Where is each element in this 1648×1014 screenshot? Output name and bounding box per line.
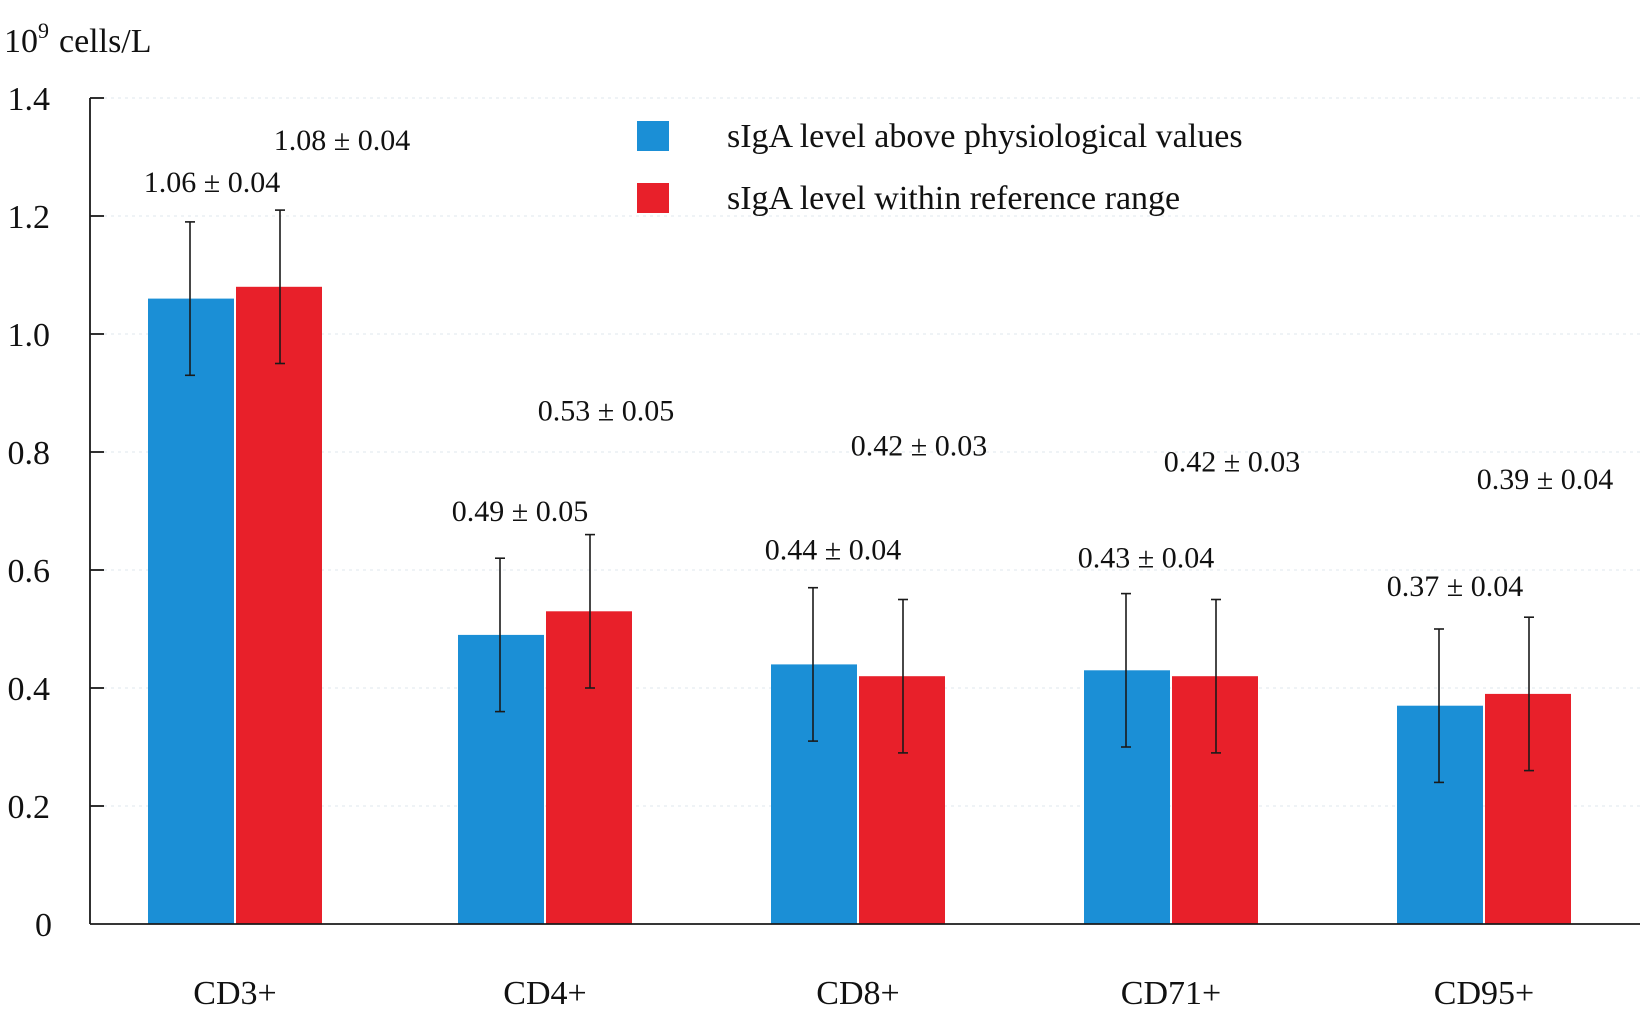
data-label: 0.43 ± 0.04 <box>1078 542 1214 575</box>
data-label: 0.42 ± 0.03 <box>851 430 987 463</box>
data-labels: 1.06 ± 0.04 0.49 ± 0.05 0.44 ± 0.04 0.43 ± … <box>144 124 1613 603</box>
bar-cd3plus-series-2 <box>236 286 322 924</box>
data-label: 1.06 ± 0.04 <box>144 166 280 199</box>
y-unit-text: cells/L <box>59 23 152 60</box>
x-category-label: CD4+ <box>503 975 586 1012</box>
legend-label-above: sIgA level above physiological values <box>727 118 1243 155</box>
data-label: 0.44 ± 0.04 <box>765 534 901 567</box>
legend-label-within: sIgA level within reference range <box>727 180 1180 217</box>
y-unit-exponent: 9 <box>38 18 49 43</box>
bar-cd3plus-series-1 <box>148 298 234 925</box>
x-axis-labels: CD3+ CD4+ CD8+ CD71+ CD95+ <box>193 975 1534 1012</box>
bar-cd8plus-series-2 <box>859 676 945 924</box>
y-axis-unit-label: 109 cells/L <box>4 18 152 60</box>
legend-swatch-within <box>637 183 669 213</box>
bar-cd95plus-series-2 <box>1485 693 1571 924</box>
error-bars <box>185 209 1534 784</box>
bar-cd95plus-series-1 <box>1397 705 1483 924</box>
y-tick-label: 0.2 <box>8 789 51 826</box>
x-category-label: CD3+ <box>193 975 276 1012</box>
data-label: 0.49 ± 0.05 <box>452 495 588 528</box>
legend-swatch-above <box>637 121 669 151</box>
data-label: 0.39 ± 0.04 <box>1477 463 1613 496</box>
x-category-label: CD8+ <box>816 975 899 1012</box>
y-tick-label: 1.0 <box>8 317 51 354</box>
data-label: 0.42 ± 0.03 <box>1164 446 1300 479</box>
y-axis-ticks: 0 0.2 0.4 0.6 0.8 1.0 1.2 1.4 <box>8 81 104 944</box>
y-unit-base: 10 <box>4 23 38 60</box>
y-tick-label: 0.4 <box>8 671 51 708</box>
y-tick-label: 0.6 <box>8 553 51 590</box>
data-label: 1.08 ± 0.04 <box>274 124 410 157</box>
bar-cd4plus-series-2 <box>546 611 632 924</box>
bar-cd4plus-series-1 <box>458 634 544 924</box>
axes <box>89 98 1640 925</box>
x-category-label: CD95+ <box>1434 975 1534 1012</box>
bar-cd8plus-series-1 <box>771 664 857 924</box>
x-category-label: CD71+ <box>1121 975 1221 1012</box>
bar-cd71plus-series-1 <box>1084 670 1170 924</box>
y-tick-label: 0 <box>35 907 52 944</box>
bar-cd71plus-series-2 <box>1172 676 1258 924</box>
y-tick-label: 0.8 <box>8 435 51 472</box>
y-tick-label: 1.4 <box>8 81 51 118</box>
bars <box>148 286 1571 925</box>
data-label: 0.53 ± 0.05 <box>538 395 674 428</box>
y-tick-label: 1.2 <box>8 199 51 236</box>
legend: sIgA level above physiological values sI… <box>637 118 1243 217</box>
data-label: 0.37 ± 0.04 <box>1387 570 1523 603</box>
